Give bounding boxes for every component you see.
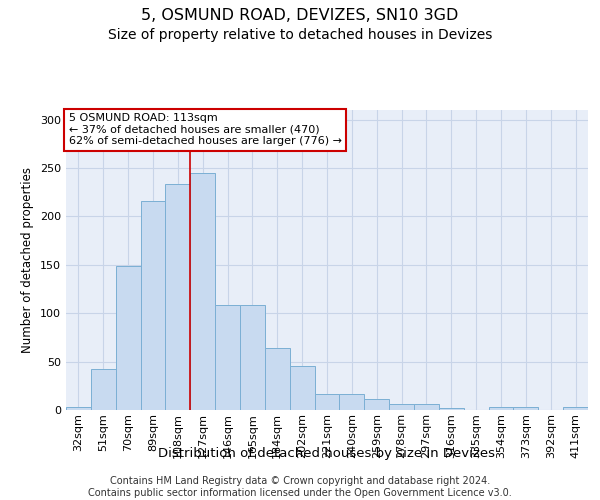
Bar [190, 173, 215, 410]
Bar [166, 184, 190, 410]
Bar [140, 201, 166, 410]
Bar [514, 407, 538, 410]
Bar [488, 407, 514, 410]
Bar [364, 400, 389, 410]
Bar [563, 407, 588, 410]
Text: Contains HM Land Registry data © Crown copyright and database right 2024.
Contai: Contains HM Land Registry data © Crown c… [88, 476, 512, 498]
Bar [290, 366, 314, 410]
Y-axis label: Number of detached properties: Number of detached properties [22, 167, 34, 353]
Bar [240, 304, 265, 410]
Bar [265, 348, 290, 410]
Bar [215, 304, 240, 410]
Text: Distribution of detached houses by size in Devizes: Distribution of detached houses by size … [158, 448, 496, 460]
Bar [340, 394, 364, 410]
Bar [91, 370, 116, 410]
Bar [66, 407, 91, 410]
Bar [116, 266, 140, 410]
Text: 5, OSMUND ROAD, DEVIZES, SN10 3GD: 5, OSMUND ROAD, DEVIZES, SN10 3GD [142, 8, 458, 22]
Bar [389, 404, 414, 410]
Bar [314, 394, 340, 410]
Text: Size of property relative to detached houses in Devizes: Size of property relative to detached ho… [108, 28, 492, 42]
Text: 5 OSMUND ROAD: 113sqm
← 37% of detached houses are smaller (470)
62% of semi-det: 5 OSMUND ROAD: 113sqm ← 37% of detached … [68, 113, 341, 146]
Bar [414, 404, 439, 410]
Bar [439, 408, 464, 410]
